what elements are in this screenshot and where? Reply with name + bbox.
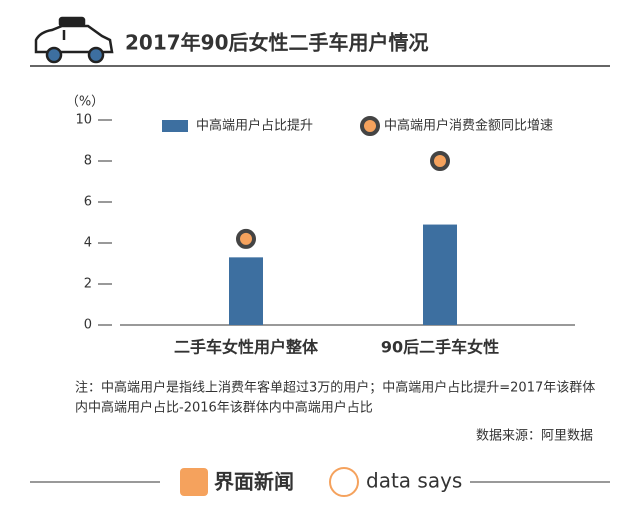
x-tick-label: 90后二手车女性: [381, 338, 499, 357]
legend-marker: [162, 120, 188, 132]
footer-brand: data says: [366, 469, 462, 493]
bar: [423, 224, 457, 325]
y-tick-label: 0: [84, 318, 92, 333]
unit-label: （%）: [66, 95, 104, 110]
wheel: [87, 46, 105, 64]
wheel: [45, 46, 63, 64]
y-tick-label: 10: [75, 113, 92, 128]
chart-title: 2017年90后女性二手车用户情况: [125, 31, 429, 55]
legend-label: 中高端用户占比提升: [196, 118, 313, 134]
x-tick-label: 二手车女性用户整体: [174, 338, 319, 357]
y-tick-label: 2: [84, 277, 92, 292]
dot: [236, 228, 256, 249]
note: 注：中高端用户是指线上消费年客单超过3万的用户；中高端用户占比提升=2017年该…: [75, 380, 595, 396]
bar: [229, 257, 263, 325]
legend-marker: [360, 116, 380, 136]
legend-label: 中高端用户消费金额同比增速: [384, 118, 553, 134]
logo-icon: [180, 468, 208, 496]
source: 数据来源：阿里数据: [476, 429, 593, 444]
dot: [430, 151, 450, 171]
y-tick-label: 6: [84, 195, 92, 210]
taxi-icon: [34, 16, 114, 54]
footer-brand: 界面新闻: [214, 470, 294, 494]
y-tick-label: 4: [84, 236, 92, 251]
y-tick-label: 8: [84, 154, 92, 169]
logo-icon: [329, 467, 359, 497]
note: 内中高端用户占比-2016年该群体内中高端用户占比: [75, 400, 373, 416]
